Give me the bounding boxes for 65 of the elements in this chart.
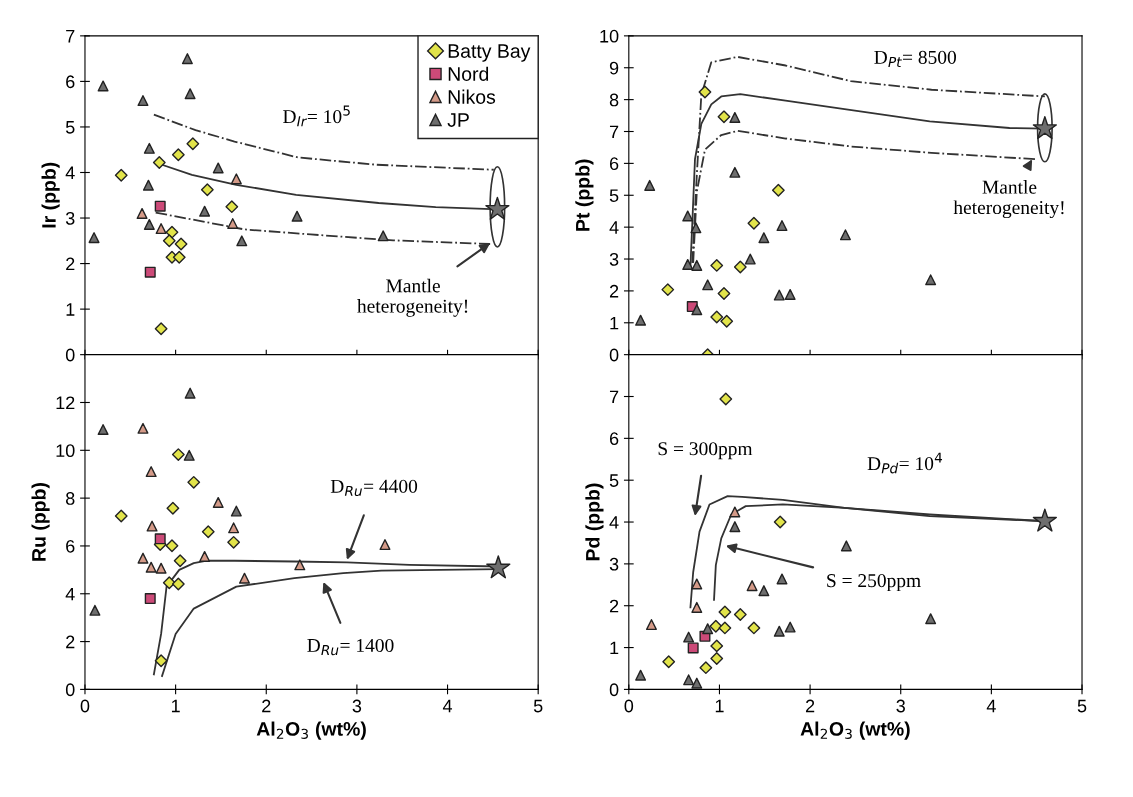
x-tick-label: 2: [262, 699, 271, 713]
x-tick-label: 4: [442, 699, 453, 713]
annotation: D$_{Pt}$= 8500: [874, 50, 956, 67]
x-tick-label: 3: [896, 699, 905, 713]
y-tick-label: 6: [609, 432, 619, 446]
y-tick-label: 5: [65, 121, 75, 134]
x-tick-label: 5: [1077, 699, 1087, 713]
y-tick-label: 2: [66, 635, 75, 649]
y-tick-label: 4: [65, 587, 75, 601]
annotation: D$_{Ir}$= 10$^{5}$: [283, 105, 350, 127]
y-tick-label: 1: [610, 641, 619, 655]
x-tick-label: 1: [171, 699, 180, 713]
y-tick-label: 3: [609, 557, 619, 571]
x-axis-title: Al$_{2}$O$_{3}$ (wt%): [256, 721, 366, 740]
x-tick-label: 3: [352, 699, 362, 713]
y-tick-label: 7: [609, 125, 619, 139]
y-axis-title: Ir (ppb): [41, 162, 60, 228]
annotation: S = 250ppm: [827, 574, 921, 592]
annotation: D$_{Ru}$= 1400: [307, 638, 394, 656]
y-tick-label: 3: [609, 252, 619, 266]
y-tick-label: 4: [609, 221, 619, 234]
y-tick-label: 9: [609, 61, 619, 75]
legend-label: Batty Bay: [448, 44, 531, 62]
y-tick-label: 1: [66, 303, 75, 316]
y-tick-label: 10: [600, 29, 619, 43]
y-tick-label: 8: [609, 93, 619, 107]
y-tick-label: 6: [609, 157, 619, 171]
y-tick-label: 7: [609, 390, 619, 404]
x-tick-label: 2: [805, 699, 815, 713]
y-tick-label: 0: [65, 348, 75, 362]
legend-label: JP: [447, 113, 469, 127]
annotation: D$_{Pd}$= 10$^{4}$: [867, 452, 943, 474]
x-tick-label: 0: [624, 699, 634, 713]
legend-label: Nikos: [448, 89, 496, 104]
x-tick-label: 4: [986, 699, 996, 713]
y-tick-label: 2: [609, 284, 619, 298]
annotation: Mantle heterogeneity!: [357, 278, 468, 317]
legend-label: Nord: [448, 66, 489, 81]
y-tick-label: 10: [56, 444, 75, 458]
y-tick-label: 2: [609, 599, 619, 613]
y-tick-label: 4: [65, 166, 75, 180]
x-axis-title: Al$_{2}$O$_{3}$ (wt%): [800, 721, 910, 740]
y-tick-label: 7: [66, 29, 75, 43]
y-tick-label: 0: [65, 683, 75, 697]
annotation: S = 300ppm: [658, 442, 753, 460]
x-tick-label: 1: [715, 699, 724, 713]
y-axis-title: Ru (ppb): [31, 483, 50, 561]
y-tick-label: 2: [66, 257, 75, 271]
y-tick-label: 12: [56, 396, 75, 410]
y-tick-label: 5: [609, 189, 619, 202]
annotation: Mantle heterogeneity!: [953, 180, 1064, 219]
y-tick-label: 6: [66, 75, 75, 89]
x-tick-label: 5: [533, 699, 543, 713]
y-tick-label: 8: [66, 492, 75, 505]
y-axis-title: Pd (ppb): [585, 483, 604, 561]
y-tick-label: 0: [609, 683, 619, 697]
y-tick-label: 6: [66, 539, 75, 553]
annotation: D$_{Ru}$= 4400: [330, 479, 418, 497]
y-tick-label: 0: [609, 348, 619, 362]
y-tick-label: 3: [65, 211, 75, 225]
y-tick-label: 1: [610, 316, 619, 330]
y-tick-label: 5: [609, 474, 619, 487]
y-axis-title: Pt (ppb): [575, 159, 594, 231]
y-tick-label: 4: [609, 516, 619, 529]
x-tick-label: 0: [80, 699, 90, 713]
